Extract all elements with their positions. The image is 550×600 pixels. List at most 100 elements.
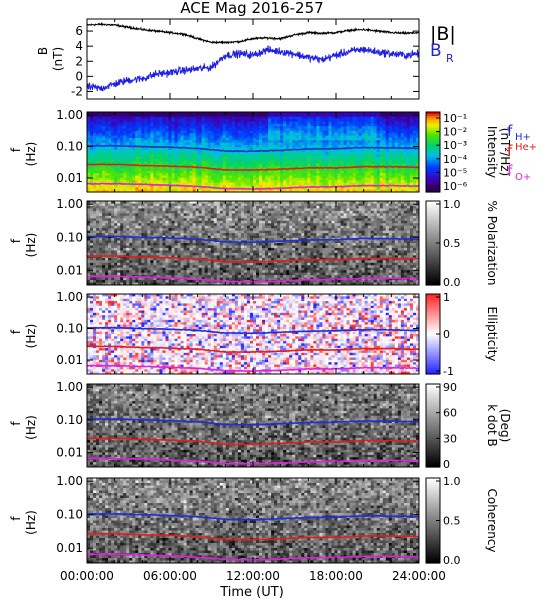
b-y-tick-label: 4 (75, 39, 83, 53)
x-tick-label: 06:00:00 (143, 569, 197, 583)
b-y-axis-label: B (36, 47, 50, 55)
coherency-freq-tick-label: 0.10 (56, 508, 83, 522)
coherency-colorbar-tick-label: 1.0 (443, 475, 461, 488)
coherency-colorbar-label: Coherency (485, 488, 499, 552)
kdotb-colorbar-tick-label: 60 (443, 407, 457, 420)
panel-intensity: 1.000.100.01f (Hz)10⁻¹10⁻²10⁻³10⁻⁴10⁻⁵10⁻… (9, 108, 537, 193)
ellipticity-colorbar-tick-label: 0 (443, 328, 450, 341)
intensity-colorbar-label: Intensity (485, 126, 499, 178)
intensity-colorbar-tick-label: 10⁻⁴ (443, 153, 468, 166)
x-tick-label: 18:00:00 (309, 569, 363, 583)
panel-ellipticity: 1.00 0.10 0.01 f (Hz) 1 0 -1 Ellipticity (9, 290, 499, 378)
coherency-f-he-line (86, 532, 419, 542)
kdotb-colorbar-tick-label: 30 (443, 432, 457, 445)
kdotb-freq-axis-unit: (Hz) (24, 415, 38, 440)
intensity-colorbar-tick-label: 10⁻⁶ (443, 180, 468, 193)
series-b-total-line (86, 21, 420, 45)
ellipticity-f-h-line (86, 326, 419, 335)
x-axis-label: Time (UT) (219, 585, 284, 600)
legend-f-o-sub: O+ (515, 172, 531, 183)
b-y-axis-unit: (nT) (51, 47, 65, 71)
coherency-heatmap-cells (87, 478, 420, 564)
b-y-tick-label: 2 (75, 54, 83, 68)
panel-kdotb: 1.00 0.10 0.01 f (Hz) 90 60 30 0 k dot B (Deg) (9, 380, 512, 471)
intensity-f-h-line (86, 144, 420, 153)
polarization-f-h-line (87, 235, 420, 244)
polarization-f-he-line (86, 254, 420, 264)
polarization-colorbar: 1.0 0.5 0.0 % Polarization (425, 198, 499, 289)
intensity-colorbar-tick-label: 10⁻⁵ (443, 166, 467, 179)
x-tick-label: 12:00:00 (226, 569, 280, 583)
intensity-colorbar: 10⁻¹10⁻²10⁻³10⁻⁴10⁻⁵10⁻⁶ Intensity (nT²/Hz… (425, 111, 512, 193)
legend-f-he-sub: He+ (515, 142, 537, 153)
polarization-freq-tick-label: 0.01 (56, 263, 83, 277)
intensity-colorbar-unit: (nT²/Hz) (498, 128, 512, 176)
ellipticity-colorbar: 1 0 -1 Ellipticity (425, 291, 499, 378)
intensity-colorbar-tick-label: 10⁻¹ (443, 112, 467, 125)
legend-f-he: f (507, 142, 513, 160)
intensity-freq-tick-label: 0.01 (56, 171, 83, 185)
intensity-colorbar-tick-label: 10⁻³ (443, 139, 467, 152)
polarization-colorbar-label: % Polarization (485, 201, 499, 286)
intensity-freq-axis-label: f (9, 147, 23, 152)
coherency-freq-axis-label: f (9, 516, 23, 521)
kdotb-f-h-line (86, 417, 419, 427)
polarization-freq-tick-label: 0.10 (56, 230, 83, 244)
figure-title: ACE Mag 2016-257 (180, 0, 323, 17)
ellipticity-colorbar-label: Ellipticity (485, 307, 499, 362)
polarization-freq-tick-label: 1.00 (56, 197, 83, 211)
legend-b-r-sub: R (446, 52, 454, 65)
b-y-tick-label: 6 (75, 24, 83, 38)
legend-f-o: f (507, 162, 513, 180)
x-tick-label: 00:00:00 (60, 569, 114, 583)
polarization-colorbar-tick-label: 1.0 (443, 198, 461, 211)
coherency-f-h-line (86, 512, 420, 521)
polarization-colorbar-tick-label: 0.0 (443, 276, 461, 289)
legend-f-h-sub: H+ (515, 132, 531, 143)
ellipticity-freq-axis-unit: (Hz) (24, 324, 38, 349)
kdotb-freq-axis-label: f (9, 421, 23, 426)
kdotb-colorbar: 90 60 30 0 k dot B (Deg) (425, 381, 512, 471)
legend-b-r: B (430, 41, 442, 61)
ellipticity-f-he-line (86, 345, 419, 354)
x-tick-label: 24:00:00 (392, 569, 446, 583)
kdotb-freq-tick-label: 0.01 (56, 446, 83, 460)
intensity-freq-tick-label: 1.00 (56, 108, 83, 122)
kdotb-colorbar-tick-label: 0 (443, 458, 450, 471)
b-y-tick-label: -2 (71, 84, 83, 98)
kdotb-freq-tick-label: 0.10 (56, 413, 83, 427)
intensity-f-he-line (86, 163, 420, 172)
ellipticity-freq-tick-label: 1.00 (56, 290, 83, 304)
ellipticity-colorbar-tick-label: -1 (443, 365, 454, 378)
coherency-freq-axis-unit: (Hz) (24, 510, 38, 535)
panel-coherency: 1.00 0.10 0.01 f (Hz) 1.0 0.5 0.0 Coherency (9, 474, 499, 567)
kdotb-f-he-line (86, 437, 420, 446)
legend-f-h: f (507, 122, 513, 140)
panel-b-frame (86, 18, 420, 100)
coherency-colorbar-tick-label: 0.5 (443, 515, 461, 528)
panel-polarization: 1.00 0.10 0.01 f (Hz) 1.0 0.5 0.0 % Polarization (9, 197, 499, 289)
kdotb-colorbar-label: k dot B (485, 404, 499, 446)
kdotb-colorbar-tick-label: 90 (443, 381, 457, 394)
kdotb-freq-tick-label: 1.00 (56, 380, 83, 394)
ellipticity-freq-tick-label: 0.01 (56, 353, 83, 367)
intensity-colorbar-tick-label: 10⁻² (443, 126, 467, 139)
intensity-freq-axis-unit: (Hz) (24, 142, 38, 167)
coherency-freq-tick-label: 1.00 (56, 474, 83, 488)
kdotb-colorbar-unit: (Deg) (498, 409, 512, 443)
intensity-heatmap-cells (87, 112, 420, 193)
intensity-freq-tick-label: 0.10 (56, 140, 83, 154)
ellipticity-freq-tick-label: 0.10 (56, 322, 83, 336)
legend-b-total: |B| (430, 23, 456, 45)
ellipticity-heatmap-cells (87, 294, 420, 375)
ellipticity-freq-axis-label: f (9, 329, 23, 334)
polarization-colorbar-tick-label: 0.5 (443, 237, 461, 250)
polarization-freq-axis-unit: (Hz) (24, 233, 38, 258)
coherency-colorbar-tick-label: 0.0 (443, 554, 461, 567)
kdotb-heatmap-cells (87, 384, 420, 468)
coherency-freq-tick-label: 0.01 (56, 541, 83, 555)
b-y-tick-label: 0 (75, 69, 83, 83)
coherency-colorbar: 1.0 0.5 0.0 Coherency (425, 475, 499, 567)
